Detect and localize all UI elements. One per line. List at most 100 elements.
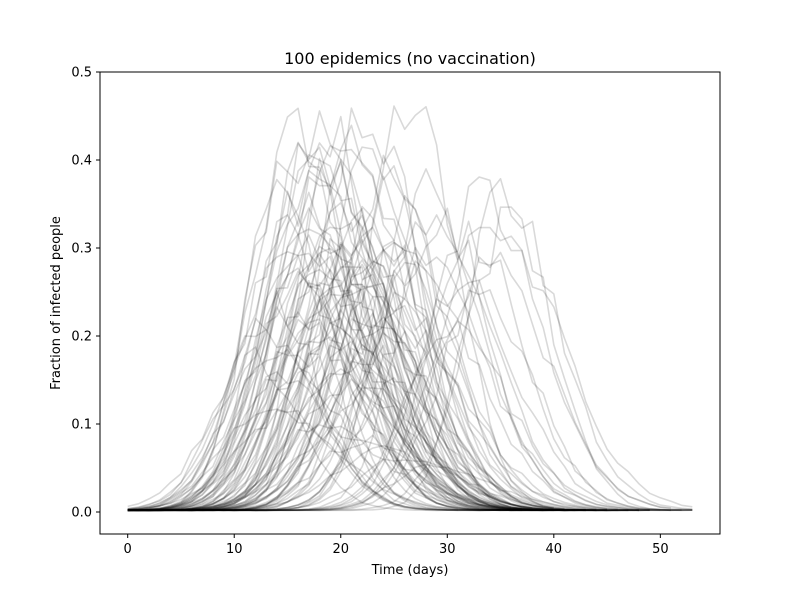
y-tick-label: 0.1 bbox=[71, 418, 92, 433]
y-tick-label: 0.0 bbox=[71, 506, 92, 521]
epidemic-series-line bbox=[127, 306, 533, 511]
epidemic-series-line bbox=[127, 424, 586, 512]
epidemic-series-line bbox=[127, 266, 554, 512]
epidemic-series-line bbox=[127, 378, 608, 512]
epidemic-series-line bbox=[127, 115, 576, 512]
x-tick-label: 30 bbox=[439, 542, 456, 557]
y-tick-label: 0.3 bbox=[71, 242, 92, 257]
epidemic-series-line bbox=[127, 387, 640, 512]
x-tick-label: 20 bbox=[332, 542, 349, 557]
epidemic-series-line bbox=[127, 141, 554, 511]
epidemic-series-line bbox=[127, 290, 565, 512]
epidemic-series-line bbox=[127, 358, 629, 512]
x-axis-label: Time (days) bbox=[371, 563, 449, 578]
epidemic-series-line bbox=[127, 322, 554, 512]
epidemic-series-line bbox=[127, 251, 554, 511]
epidemic-series-line bbox=[127, 146, 597, 512]
x-tick-label: 40 bbox=[546, 542, 563, 557]
epidemic-series-line bbox=[127, 299, 576, 511]
epidemic-series-line bbox=[127, 176, 672, 512]
epidemic-series-line bbox=[127, 245, 586, 512]
epidemic-series-line bbox=[127, 295, 608, 512]
epidemic-series-line bbox=[127, 205, 608, 512]
epidemic-series-line bbox=[127, 201, 554, 512]
epidemic-series-line bbox=[127, 268, 522, 512]
epidemic-series-line bbox=[127, 190, 565, 512]
epidemic-series-line bbox=[127, 169, 501, 512]
epidemic-series-line bbox=[127, 107, 554, 512]
epidemic-series-line bbox=[127, 228, 576, 512]
epidemic-series-line bbox=[127, 279, 693, 512]
epidemic-series-line bbox=[127, 206, 693, 512]
epidemic-series-line bbox=[127, 238, 608, 512]
epidemic-series-line bbox=[127, 336, 544, 511]
epidemic-series-line bbox=[127, 220, 693, 512]
epidemic-series-line bbox=[127, 214, 618, 512]
epidemic-series-line bbox=[127, 241, 661, 512]
epidemic-series-line bbox=[127, 270, 501, 511]
axes-frame bbox=[99, 71, 721, 535]
epidemic-series-line bbox=[127, 252, 576, 512]
x-axis-ticks: 0 10 20 30 40 50 bbox=[124, 534, 669, 557]
epidemic-series-line bbox=[127, 367, 586, 512]
epidemic-series-line bbox=[127, 207, 522, 511]
epidemic-series-line bbox=[127, 154, 586, 512]
y-axis-label: Fraction of infected people bbox=[49, 216, 64, 390]
epidemic-series-line bbox=[127, 463, 650, 512]
epidemic-series-line bbox=[127, 226, 693, 512]
epidemic-series-line bbox=[127, 377, 682, 512]
epidemic-series-line bbox=[127, 157, 565, 512]
epidemic-series-line bbox=[127, 434, 650, 512]
x-tick-label: 10 bbox=[226, 542, 243, 557]
epidemic-series-line bbox=[127, 309, 597, 512]
epidemic-series-line bbox=[127, 282, 586, 512]
epidemic-series-line bbox=[127, 222, 586, 512]
y-tick-label: 0.5 bbox=[71, 66, 92, 81]
chart-title: 100 epidemics (no vaccination) bbox=[284, 49, 536, 68]
epidemic-series-line bbox=[127, 340, 565, 512]
epidemic-series-line bbox=[127, 371, 544, 512]
epidemic-series-line bbox=[127, 244, 597, 512]
epidemic-series-line bbox=[127, 458, 629, 512]
epidemic-series-line bbox=[127, 354, 544, 512]
epidemic-series-line bbox=[127, 260, 650, 512]
epidemic-series-line bbox=[127, 251, 693, 512]
epidemic-series-line bbox=[127, 168, 693, 512]
epidemic-series-line bbox=[127, 409, 512, 512]
epidemic-series-line bbox=[127, 368, 586, 512]
epidemic-series-line bbox=[127, 285, 576, 512]
epidemic-series-line bbox=[127, 444, 618, 512]
epidemic-series-line bbox=[127, 289, 693, 512]
epidemic-series-line bbox=[127, 283, 544, 512]
epidemic-series-line bbox=[127, 207, 672, 512]
epidemic-series-line bbox=[127, 318, 544, 511]
epidemic-series-line bbox=[127, 178, 554, 512]
epidemic-series-line bbox=[127, 226, 586, 512]
y-axis-ticks: 0.0 0.1 0.2 0.3 0.4 0.5 bbox=[71, 66, 100, 521]
y-tick-label: 0.4 bbox=[71, 154, 92, 169]
epidemic-series-line bbox=[127, 260, 682, 512]
epidemic-series-line bbox=[127, 246, 650, 512]
epidemic-series-line bbox=[127, 177, 693, 512]
x-tick-label: 50 bbox=[652, 542, 669, 557]
epidemic-series-line bbox=[127, 408, 533, 512]
epidemic-series-line bbox=[127, 332, 586, 512]
epidemic-series-line bbox=[127, 146, 586, 512]
epidemic-series-line bbox=[127, 266, 586, 512]
epidemic-series-line bbox=[127, 145, 554, 512]
epidemic-series-line bbox=[127, 320, 693, 512]
x-tick-label: 0 bbox=[124, 542, 132, 557]
epidemic-series-line bbox=[127, 316, 565, 512]
epidemic-series-line bbox=[127, 328, 490, 512]
epidemic-series-line bbox=[127, 267, 522, 512]
epidemic-series-line bbox=[127, 195, 608, 512]
epidemic-series-line bbox=[127, 243, 586, 512]
epidemic-series-line bbox=[127, 287, 597, 512]
epidemic-series-line bbox=[127, 348, 512, 512]
epidemic-series-line bbox=[127, 105, 693, 512]
epidemic-series-line bbox=[127, 107, 640, 512]
epidemic-series-line bbox=[127, 214, 565, 511]
epidemic-series-line bbox=[127, 291, 618, 512]
